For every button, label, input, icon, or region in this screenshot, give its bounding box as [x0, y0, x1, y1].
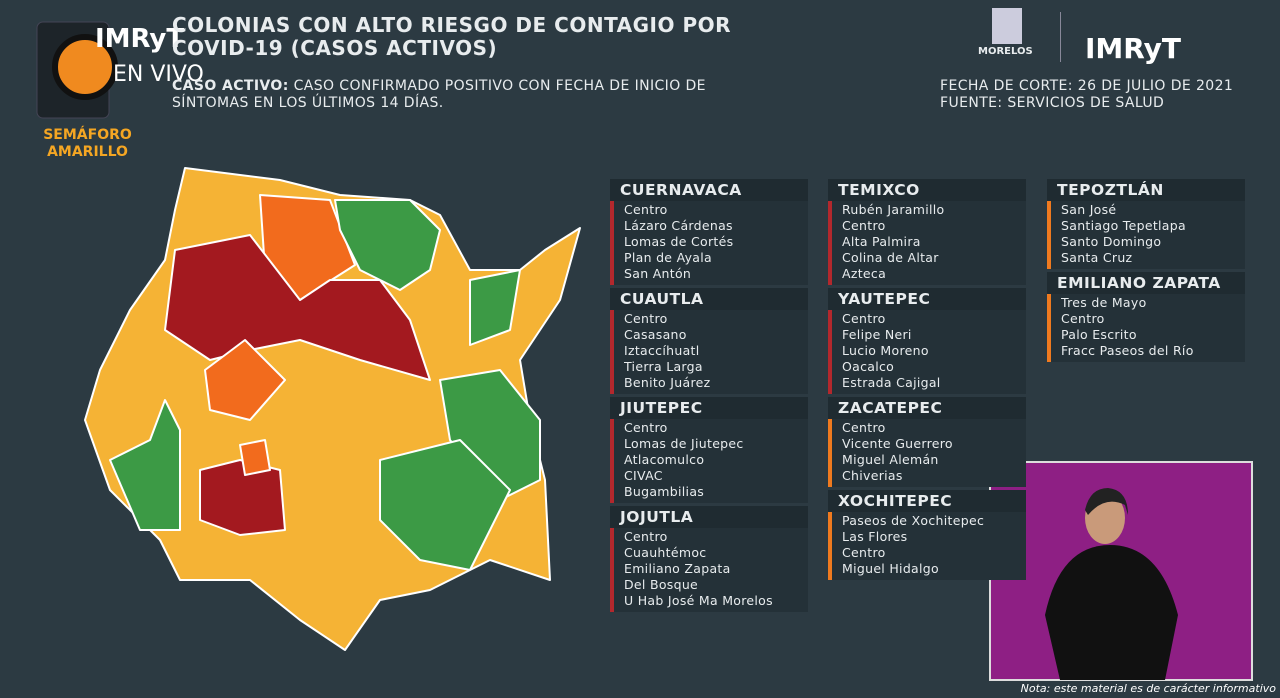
colonia: Centro: [842, 420, 886, 435]
municipality: ZACATEPEC Centro Vicente Guerrero Miguel Al…: [828, 397, 1026, 487]
colonia: Atlacomulco: [624, 452, 705, 467]
municipality: JOJUTLA Centro Cuauhtémoc Emiliano Zapata De…: [610, 506, 808, 612]
colonia: Tierra Larga: [624, 359, 703, 374]
colonia: Lázaro Cárdenas: [624, 218, 733, 233]
colonia: Centro: [842, 218, 886, 233]
logo-circle: [52, 34, 118, 100]
definition-text: CASO CONFIRMADO POSITIVO CON FECHA DE IN…: [172, 78, 706, 111]
colonias: Centro Lomas de Jiutepec Atlacomulco CIVAC B…: [610, 419, 808, 503]
colonias: San José Santiago Tepetlapa Santo Domingo S…: [1047, 201, 1245, 269]
colonia: Plan de Ayala: [624, 250, 712, 265]
colonia: Oacalco: [842, 359, 895, 374]
municipality: XOCHITEPEC Paseos de Xochitepec Las Flores…: [828, 490, 1026, 580]
semaforo: SEMÁFORO AMARILLO: [43, 127, 132, 160]
colonia: Emiliano Zapata: [624, 561, 731, 576]
state-emblem: [992, 8, 1022, 44]
colonia: Centro: [1061, 311, 1105, 326]
colonia: Felipe Neri: [842, 327, 912, 342]
channel-logo: IMRyT: [1085, 32, 1181, 65]
source: FUENTE: SERVICIOS DE SALUD: [940, 95, 1165, 111]
colonia: San Antón: [624, 266, 692, 281]
municipality: CUAUTLA Centro Casasano Iztaccíhuatl Tierra …: [610, 288, 808, 394]
colonias: Tres de Mayo Centro Palo Escrito Fracc Pase…: [1047, 294, 1245, 362]
colonia: Casasano: [624, 327, 687, 342]
colonia: Tres de Mayo: [1061, 295, 1147, 310]
colonia: Alta Palmira: [842, 234, 921, 249]
municipality-name: TEPOZTLÁN: [1047, 179, 1245, 201]
colonia: Rubén Jaramillo: [842, 202, 945, 217]
colonia: San José: [1061, 202, 1117, 217]
colonia: Benito Juárez: [624, 375, 711, 390]
colonias: Rubén Jaramillo Centro Alta Palmira Colina …: [828, 201, 1026, 285]
colonias: Centro Lázaro Cárdenas Lomas de Cortés Plan…: [610, 201, 808, 285]
colonias: Centro Casasano Iztaccíhuatl Tierra Larga Be…: [610, 310, 808, 394]
column: TEMIXCO Rubén Jaramillo Centro Alta Palmira…: [828, 179, 1026, 583]
column: TEPOZTLÁN San José Santiago Tepetlapa Santo…: [1047, 179, 1245, 365]
colonia: Lucio Moreno: [842, 343, 929, 358]
colonia: Del Bosque: [624, 577, 699, 592]
municipality-name: JOJUTLA: [610, 506, 808, 528]
colonia: Palo Escrito: [1061, 327, 1137, 342]
live-label: EN VIVO: [113, 62, 204, 87]
colonia: Centro: [624, 529, 668, 544]
colonia: U Hab José Ma Morelos: [624, 593, 773, 608]
colonia: Centro: [624, 311, 668, 326]
colonias: Centro Cuauhtémoc Emiliano Zapata Del Bosqu…: [610, 528, 808, 612]
colonia: Santo Domingo: [1061, 234, 1162, 249]
colonia: Chiverias: [842, 468, 903, 483]
colonia: Miguel Alemán: [842, 452, 939, 467]
colonia: Centro: [624, 420, 668, 435]
municipality: TEMIXCO Rubén Jaramillo Centro Alta Palmira…: [828, 179, 1026, 285]
colonia: Santa Cruz: [1061, 250, 1133, 265]
channel-logo: IMRyT: [95, 24, 185, 54]
column: CUERNAVACA Centro Lázaro Cárdenas Lomas de …: [610, 179, 808, 615]
colonia: Centro: [624, 202, 668, 217]
municipality-name: EMILIANO ZAPATA: [1047, 272, 1245, 294]
colonia: Las Flores: [842, 529, 908, 544]
municipality-name: YAUTEPEC: [828, 288, 1026, 310]
colonias: Centro Felipe Neri Lucio Moreno Oacalco Estr…: [828, 310, 1026, 394]
cut-date: FECHA DE CORTE: 26 DE JULIO DE 2021: [940, 78, 1234, 94]
municipality: EMILIANO ZAPATA Tres de Mayo Centro Palo Es…: [1047, 272, 1245, 362]
colonia: Azteca: [842, 266, 887, 281]
definition-label: CASO ACTIVO:: [172, 78, 289, 94]
municipality: JIUTEPEC Centro Lomas de Jiutepec Atlacomul…: [610, 397, 808, 503]
municipality-name: XOCHITEPEC: [828, 490, 1026, 512]
municipality-name: TEMIXCO: [828, 179, 1026, 201]
municipality: YAUTEPEC Centro Felipe Neri Lucio Moreno Oac…: [828, 288, 1026, 394]
municipality-name: CUAUTLA: [610, 288, 808, 310]
colonia: Lomas de Cortés: [624, 234, 734, 249]
colonia: CIVAC: [624, 468, 663, 483]
map: [84, 167, 581, 651]
meta: FECHA DE CORTE: 26 DE JULIO DE 2021 FUEN…: [940, 78, 1233, 112]
municipality-name: ZACATEPEC: [828, 397, 1026, 419]
municipality-name: JIUTEPEC: [610, 397, 808, 419]
municipality-name: CUERNAVACA: [610, 179, 808, 201]
definition: CASO ACTIVO: CASO CONFIRMADO POSITIVO CO…: [172, 78, 772, 112]
colonia: Estrada Cajigal: [842, 375, 941, 390]
colonia: Bugambilias: [624, 484, 705, 499]
colonia: Vicente Guerrero: [842, 436, 953, 451]
municipality: CUERNAVACA Centro Lázaro Cárdenas Lomas de …: [610, 179, 808, 285]
footer-note: Nota: este material es de carácter infor…: [1020, 682, 1276, 695]
colonia: Colina de Altar: [842, 250, 939, 265]
interpreter: [989, 461, 1253, 681]
colonia: Paseos de Xochitepec: [842, 513, 985, 528]
colonia: Centro: [842, 545, 886, 560]
divider: [1060, 12, 1061, 62]
municipality: TEPOZTLÁN San José Santiago Tepetlapa Santo…: [1047, 179, 1245, 269]
colonias: Centro Vicente Guerrero Miguel Alemán Chive…: [828, 419, 1026, 487]
colonia: Fracc Paseos del Río: [1061, 343, 1194, 358]
colonia: Cuauhtémoc: [624, 545, 707, 560]
colonia: Iztaccíhuatl: [624, 343, 700, 358]
colonias: Paseos de Xochitepec Las Flores Centro Migu…: [828, 512, 1026, 580]
colonia: Lomas de Jiutepec: [624, 436, 744, 451]
colonia: Miguel Hidalgo: [842, 561, 939, 576]
colonia: Santiago Tepetlapa: [1061, 218, 1186, 233]
colonia: Centro: [842, 311, 886, 326]
state-name: MORELOS: [978, 46, 1033, 57]
title: COLONIAS CON ALTO RIESGO DE CONTAGIO POR…: [172, 13, 732, 60]
